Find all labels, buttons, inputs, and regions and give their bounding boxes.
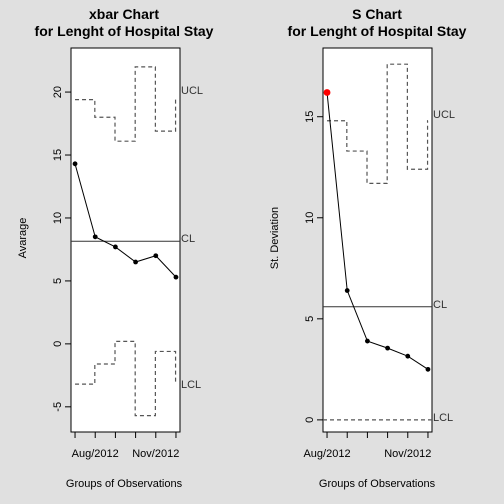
s-chart-lcl-label: LCL	[433, 412, 453, 424]
s-chart-ucl-label: UCL	[433, 109, 455, 121]
s-chart-x-tick-label: Aug/2012	[303, 448, 350, 460]
xbar-chart-y-axis-label: Avarage	[17, 218, 29, 259]
s-chart-panel: S Chart for Lenght of Hospital Stay Grou…	[269, 6, 467, 490]
s-chart-y-tick-label: 15	[304, 111, 316, 123]
s-chart-data-point	[324, 89, 331, 96]
s-chart-cl-label: CL	[433, 299, 447, 311]
xbar-chart-data-point	[113, 245, 118, 250]
xbar-chart-y-tick-label: 5	[52, 278, 64, 284]
s-chart-x-tick-label: Nov/2012	[384, 448, 431, 460]
s-chart-y-axis-label: St. Deviation	[269, 207, 281, 269]
xbar-chart-plot-area	[71, 48, 180, 432]
xbar-chart-data-point	[133, 260, 138, 265]
s-chart-y-tick-label: 0	[304, 417, 316, 423]
xbar-chart-data-point	[73, 161, 78, 166]
xbar-chart-x-tick-label: Aug/2012	[72, 448, 119, 460]
xbar-chart-x-tick-label: Nov/2012	[132, 448, 179, 460]
s-chart-data-point	[426, 367, 431, 372]
xbar-chart-x-axis-label: Groups of Observations	[66, 478, 183, 490]
xbar-chart-panel: xbar Chart for Lenght of Hospital Stay G…	[17, 6, 214, 490]
s-chart-title-line2: for Lenght of Hospital Stay	[288, 23, 467, 39]
xbar-chart-data-point	[93, 234, 98, 239]
s-chart-title-line1: S Chart	[352, 6, 402, 22]
s-chart-y-tick-label: 10	[304, 212, 316, 224]
s-chart-x-axis-label: Groups of Observations	[319, 478, 436, 490]
xbar-chart-lcl-label: LCL	[181, 379, 201, 391]
xbar-chart-y-tick-label: 20	[52, 86, 64, 98]
s-chart-data-point	[405, 354, 410, 359]
xbar-chart-data-point	[174, 275, 179, 280]
xbar-chart-y-tick-label: 15	[52, 149, 64, 161]
xbar-chart-title-line2: for Lenght of Hospital Stay	[35, 23, 214, 39]
xbar-chart-y-tick-label: 10	[52, 212, 64, 224]
xbar-chart-cl-label: CL	[181, 233, 195, 245]
s-chart-data-point	[365, 339, 370, 344]
s-chart-plot-area	[323, 48, 432, 432]
xbar-chart-ucl-label: UCL	[181, 85, 203, 97]
xbar-chart-y-tick-label: -5	[52, 402, 64, 412]
xbar-chart-y-tick-label: 0	[52, 341, 64, 347]
s-chart-data-point	[385, 346, 390, 351]
xbar-chart-title-line1: xbar Chart	[89, 6, 159, 22]
s-chart-data-point	[345, 288, 350, 293]
s-chart-y-tick-label: 5	[304, 316, 316, 322]
xbar-chart-data-point	[153, 253, 158, 258]
